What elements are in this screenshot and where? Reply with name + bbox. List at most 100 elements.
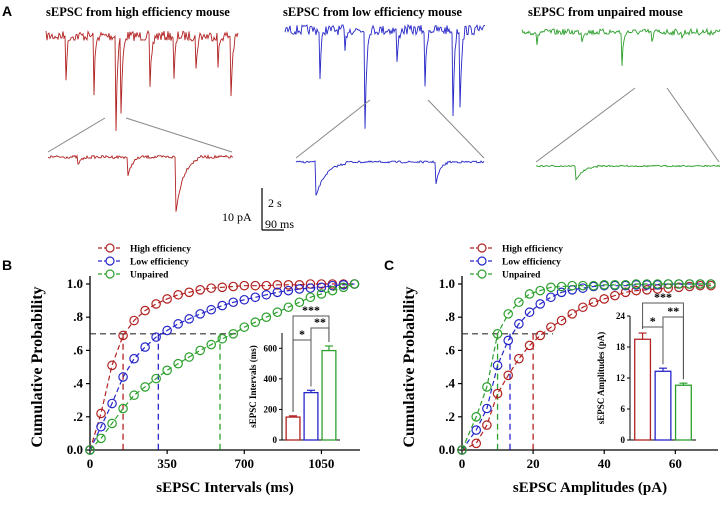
legend-label-low: Low efficiency <box>502 258 561 268</box>
data-point-unpaired <box>294 297 305 308</box>
x-tick-label: 0 <box>87 456 94 471</box>
data-point-low <box>492 360 503 371</box>
x-axis-label: sEPSC Amplitudes (pA) <box>513 480 667 496</box>
data-point-unpaired <box>556 281 567 292</box>
data-point-high <box>567 309 578 319</box>
data-point-low <box>503 335 514 346</box>
data-point-unpaired <box>107 418 117 429</box>
data-point-unpaired <box>492 328 503 339</box>
data-point-high <box>195 285 206 295</box>
data-point-unpaired <box>684 279 695 289</box>
data-point-unpaired <box>261 312 272 322</box>
inset-bar-unpaired <box>674 384 692 441</box>
inset-tick-label: 24 <box>616 311 626 321</box>
inset-tick-label: 6 <box>621 404 626 414</box>
data-point-unpaired <box>457 445 467 455</box>
data-point-low <box>546 292 556 303</box>
data-point-unpaired <box>283 302 294 313</box>
data-point-high <box>482 420 492 430</box>
data-point-high <box>272 280 283 290</box>
data-point-high <box>631 285 642 296</box>
data-point-unpaired <box>129 390 139 401</box>
x-tick-label: 20 <box>527 456 540 471</box>
zoom-connector-line <box>535 87 636 163</box>
series-line-unpaired <box>89 283 355 451</box>
data-point-low <box>261 289 272 300</box>
data-point-low <box>206 304 217 315</box>
data-point-low <box>162 325 172 336</box>
data-point-unpaired <box>162 365 172 376</box>
x-tick-label: 1050 <box>308 456 334 471</box>
trace-low-zoom <box>295 160 485 196</box>
y-tick-label: .6 <box>73 342 83 357</box>
data-point-unpaired <box>663 279 674 289</box>
data-point-unpaired <box>620 280 631 290</box>
data-point-high <box>261 280 272 291</box>
inset-bar-unpaired <box>321 349 337 441</box>
data-point-high <box>118 330 128 341</box>
data-point-high <box>305 279 316 289</box>
trace-title-unpaired: sEPSC from unpaired mouse <box>528 5 683 19</box>
inset-bar-low <box>654 370 672 441</box>
data-point-high <box>250 280 261 291</box>
data-point-low <box>173 319 183 329</box>
data-point-unpaired <box>140 382 150 392</box>
data-point-low <box>514 319 524 329</box>
data-point-unpaired <box>642 279 652 289</box>
data-point-low <box>327 280 338 291</box>
inset-bar-high <box>285 416 301 441</box>
data-point-low <box>283 285 294 296</box>
zoom-connector-line <box>427 99 485 159</box>
data-point-unpaired <box>228 328 239 339</box>
data-point-unpaired <box>471 411 482 422</box>
trace-title-low: sEPSC from low efficiency mouse <box>283 5 462 19</box>
legend-marker-unpaired <box>477 269 487 279</box>
x-axis-label: sEPSC Intervals (ms) <box>156 480 294 496</box>
data-point-unpaired <box>503 309 514 319</box>
data-point-unpaired <box>173 358 183 369</box>
inset-tick-label: 18 <box>616 342 626 352</box>
data-point-high <box>599 294 610 304</box>
data-point-high <box>107 360 117 371</box>
data-point-low <box>217 300 228 311</box>
legend-label-high: High efficiency <box>502 245 563 255</box>
data-point-high <box>620 287 631 298</box>
data-point-unpaired <box>305 292 316 303</box>
data-point-low <box>524 307 535 318</box>
significance-label: *** <box>302 303 320 317</box>
legend-marker-high <box>105 243 115 253</box>
data-point-high <box>503 370 514 381</box>
data-point-low <box>195 309 206 319</box>
panel-letter-b: B <box>2 257 12 273</box>
data-point-unpaired <box>316 289 327 299</box>
inset-tick-label: 400 <box>264 374 278 384</box>
data-point-unpaired <box>482 382 492 392</box>
inset-tick-label: 600 <box>264 343 278 353</box>
zoom-connector-line <box>125 117 233 153</box>
zoom-connector-line <box>295 99 371 159</box>
data-point-low <box>471 425 482 435</box>
data-point-low <box>482 403 492 414</box>
data-point-low <box>316 282 327 293</box>
panel-letter-c: C <box>384 257 394 273</box>
data-point-high <box>610 290 620 301</box>
data-point-high <box>684 281 695 292</box>
legend-label-low: Low efficiency <box>130 258 189 268</box>
x-tick-label: 700 <box>235 456 255 471</box>
data-point-unpaired <box>206 339 217 350</box>
inset-tick-label: 12 <box>616 373 626 383</box>
data-point-low <box>184 314 194 324</box>
data-point-low <box>272 287 283 298</box>
traces <box>45 23 721 212</box>
data-point-unpaired <box>217 333 228 344</box>
data-point-unpaired <box>706 279 716 289</box>
legend-marker-high <box>477 243 487 253</box>
y-tick-label: 1.0 <box>439 276 455 291</box>
data-point-high <box>546 322 556 332</box>
data-point-high <box>162 294 172 304</box>
data-point-high <box>206 283 217 293</box>
data-point-low <box>118 372 128 382</box>
trace-high-long <box>45 29 239 132</box>
y-tick-label: .8 <box>445 309 455 324</box>
